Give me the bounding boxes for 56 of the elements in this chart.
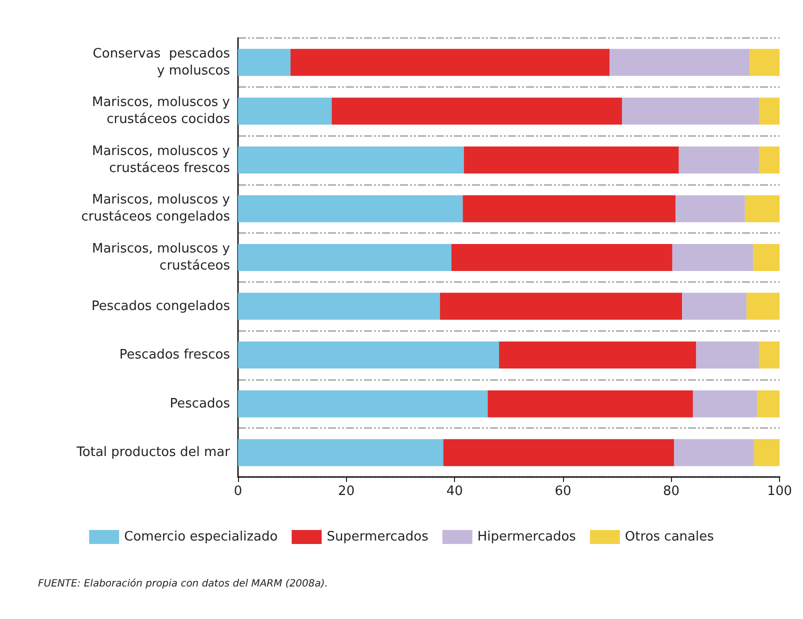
y-tick-label: Mariscos, moluscos y crustáceos bbox=[92, 242, 230, 274]
bar bbox=[238, 390, 488, 418]
bar bbox=[238, 146, 464, 174]
legend-label: Supermercados bbox=[326, 530, 429, 544]
bar bbox=[759, 146, 780, 174]
bar bbox=[238, 98, 332, 125]
bar bbox=[238, 439, 444, 466]
bar bbox=[499, 342, 696, 369]
bar bbox=[440, 292, 682, 320]
bar bbox=[753, 244, 780, 271]
bar bbox=[757, 390, 780, 418]
y-tick-label: Mariscos, moluscos y crustáceos congelados bbox=[81, 192, 230, 225]
bar bbox=[759, 98, 780, 125]
bar bbox=[451, 244, 672, 271]
y-tick-label: Mariscos, moluscos y crustáceos frescos bbox=[92, 144, 230, 176]
y-tick-label: Pescados congelados bbox=[91, 298, 230, 314]
y-tick-label: Pescados frescos bbox=[119, 348, 230, 363]
bar bbox=[750, 48, 780, 76]
y-tick-label: Total productos del mar bbox=[76, 445, 231, 460]
legend-label: Hipermercados bbox=[477, 530, 576, 544]
y-tick-label: Conservas pescados y moluscos bbox=[92, 46, 230, 78]
bar bbox=[238, 244, 452, 271]
bar bbox=[488, 390, 693, 418]
bar bbox=[674, 439, 754, 466]
x-tick-label: 0 bbox=[234, 484, 242, 499]
x-tick-label: 60 bbox=[554, 484, 572, 499]
bar bbox=[744, 195, 780, 222]
bar bbox=[746, 292, 780, 320]
bar bbox=[238, 195, 463, 222]
x-tick-label: 40 bbox=[446, 484, 463, 499]
bar bbox=[462, 195, 676, 222]
bar bbox=[610, 48, 750, 76]
legend-label: Comercio especializado bbox=[124, 530, 278, 544]
bar bbox=[759, 342, 780, 369]
bar bbox=[696, 342, 760, 369]
bar bbox=[332, 98, 622, 125]
bar bbox=[678, 146, 760, 174]
bar bbox=[682, 292, 747, 320]
legend-label: Otros canales bbox=[624, 530, 714, 544]
bar bbox=[238, 48, 291, 76]
bar bbox=[443, 439, 674, 466]
bar bbox=[692, 390, 758, 418]
bar bbox=[676, 195, 745, 222]
bar bbox=[464, 146, 679, 174]
bar bbox=[754, 439, 780, 466]
y-tick-label: Mariscos, moluscos y crustáceos cocidos bbox=[92, 95, 230, 128]
x-tick-label: 100 bbox=[767, 484, 792, 499]
bar bbox=[622, 98, 760, 125]
bar bbox=[672, 244, 754, 271]
bar bbox=[290, 48, 610, 76]
source-note: FUENTE: Elaboración propia con datos del MARM (2008a). bbox=[38, 578, 328, 590]
bar bbox=[238, 292, 440, 320]
x-tick-label: 80 bbox=[663, 484, 680, 499]
x-tick-label: 20 bbox=[338, 484, 355, 499]
bar bbox=[238, 342, 500, 369]
y-tick-label: Pescados bbox=[170, 396, 230, 412]
